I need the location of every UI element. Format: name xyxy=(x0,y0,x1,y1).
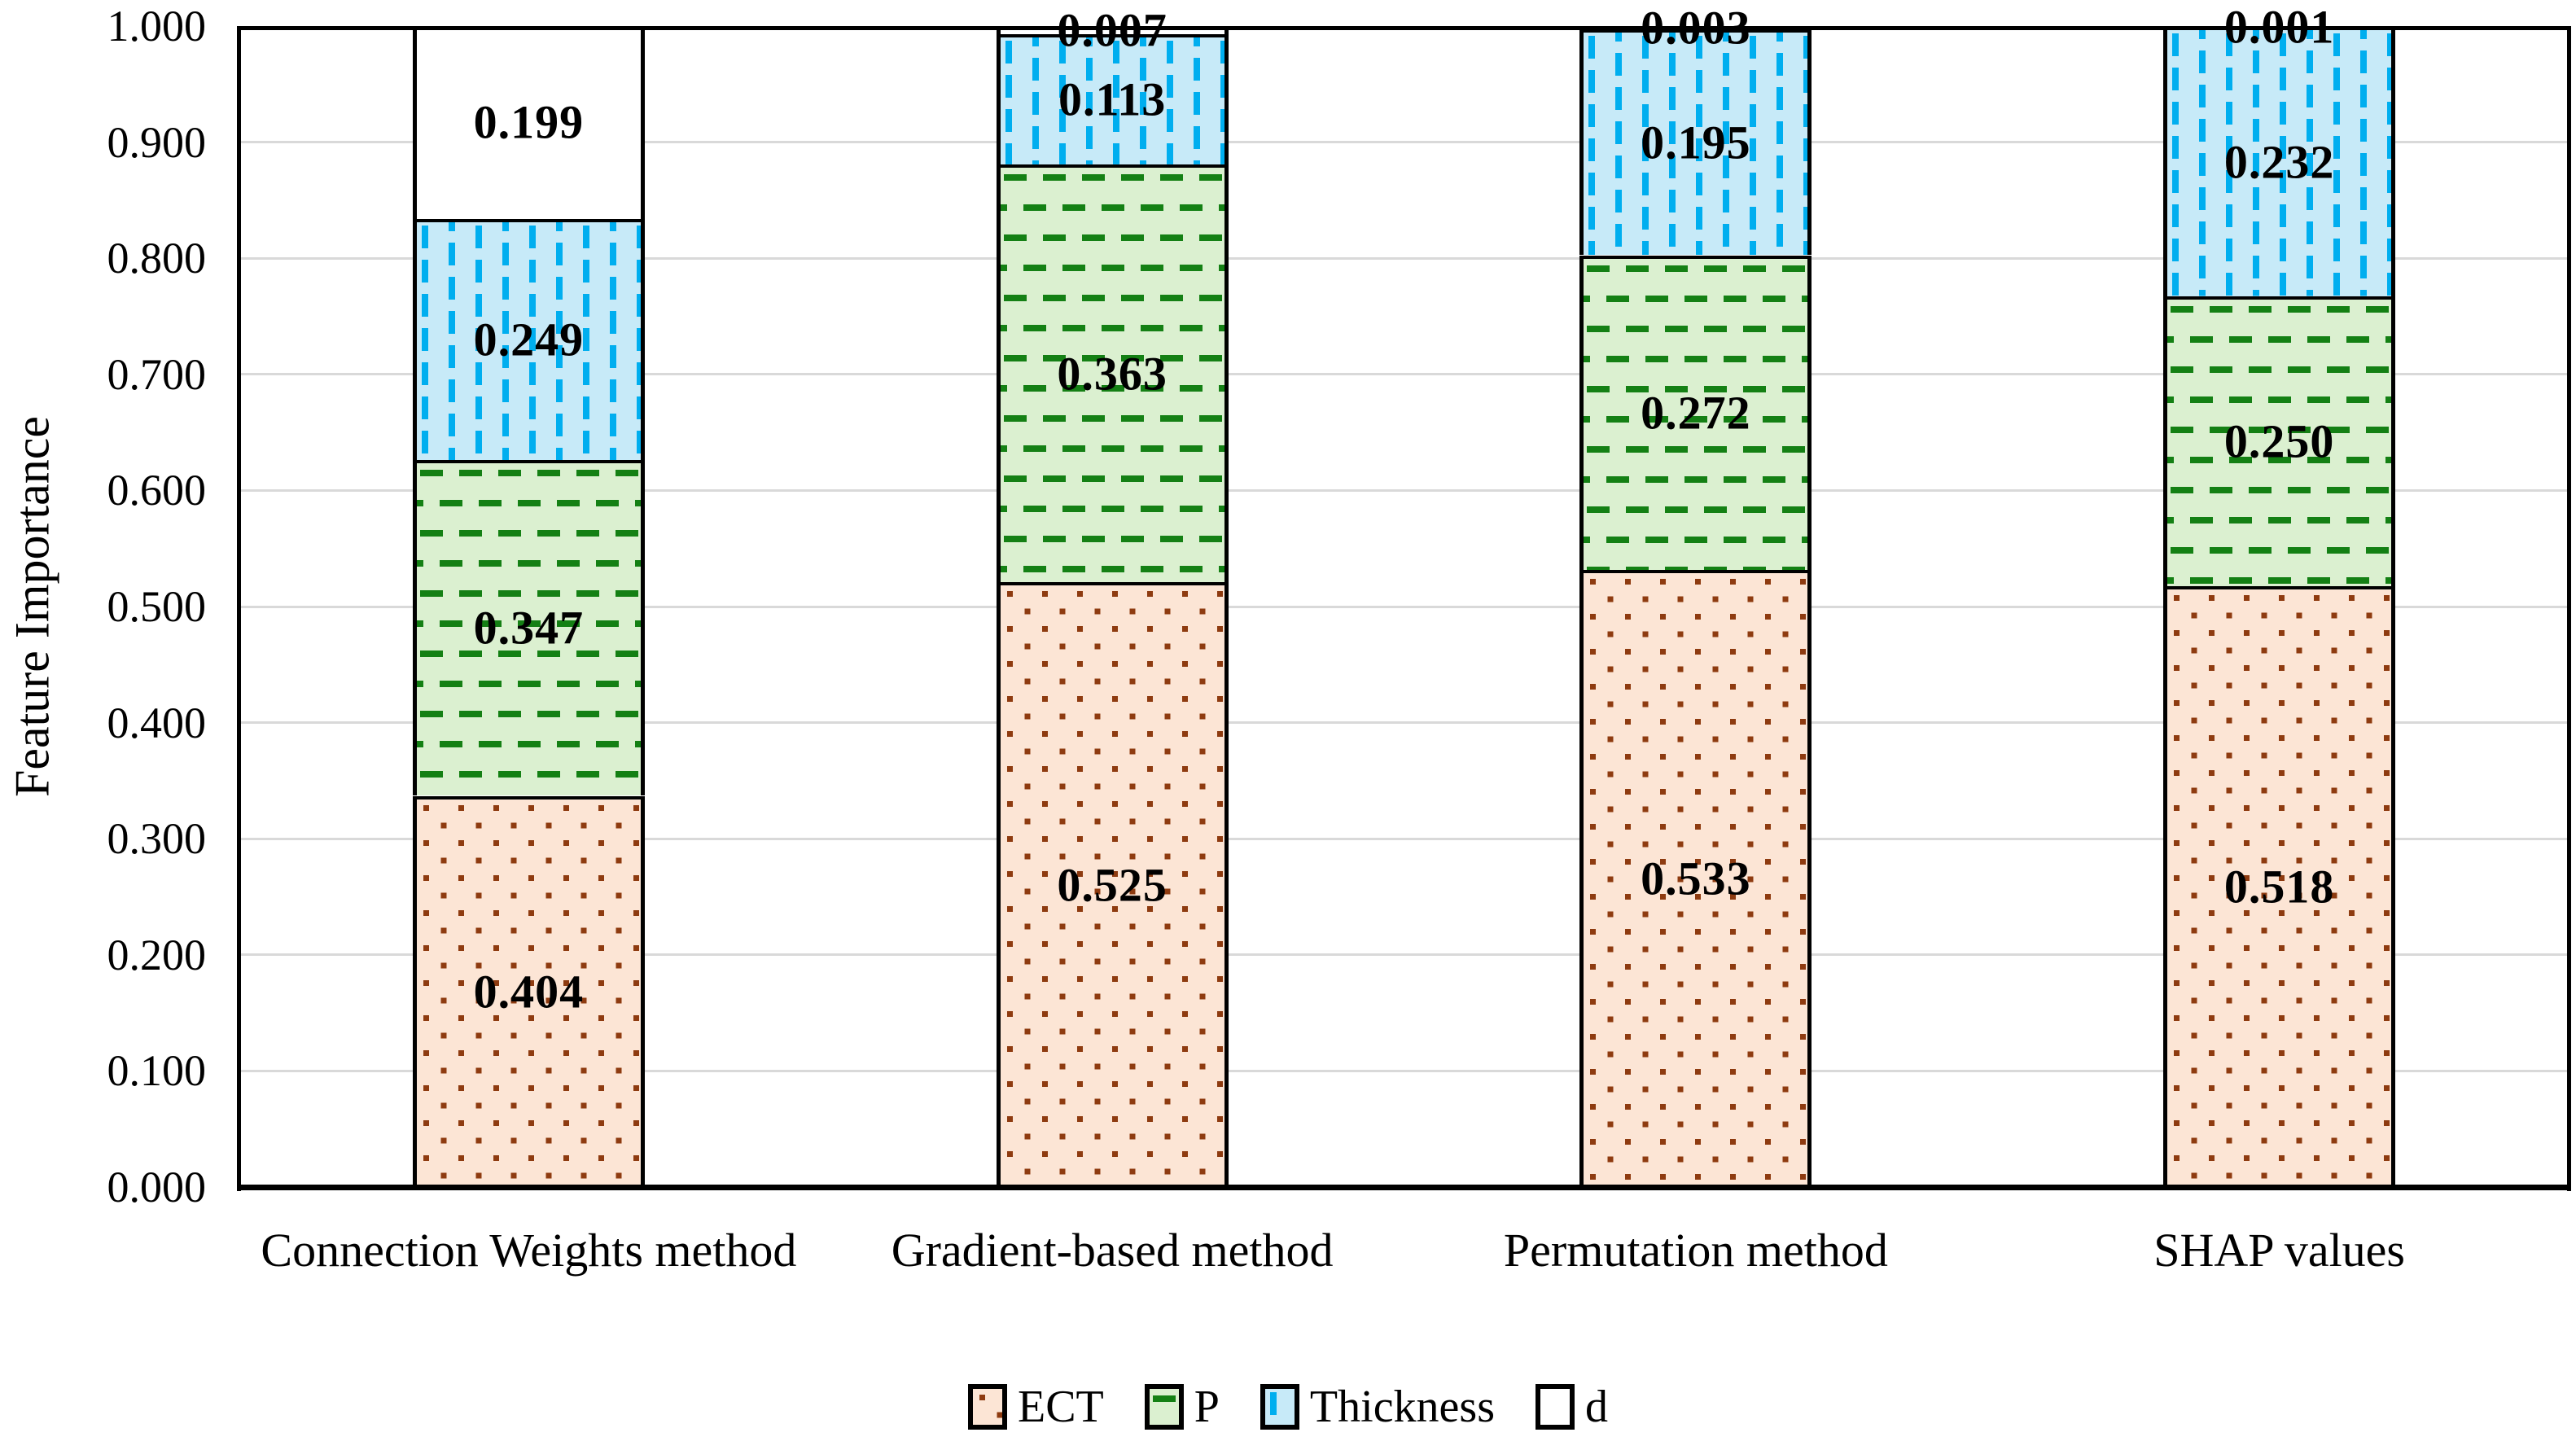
value-label-thickness-shap-values: 0.232 xyxy=(2223,135,2335,189)
y-tick-label: 0.500 xyxy=(107,582,207,631)
value-label-thickness-permutation-method: 0.195 xyxy=(1641,116,1751,169)
value-label-thickness-connection-weights-method: 0.249 xyxy=(473,313,585,366)
legend-swatch-ect xyxy=(968,1384,1007,1430)
legend-item-thickness: Thickness xyxy=(1260,1384,1495,1430)
axis-left xyxy=(237,26,241,1191)
value-label-d-shap-values: 0.001 xyxy=(2223,0,2335,54)
gridline xyxy=(237,605,2571,608)
y-tick-label: 0.100 xyxy=(107,1046,207,1096)
legend-swatch-p xyxy=(1144,1384,1184,1430)
plot-border-top xyxy=(237,26,2571,30)
x-tick-label: SHAP values xyxy=(2153,1224,2405,1277)
y-tick-label: 0.600 xyxy=(107,466,207,515)
gridline xyxy=(237,837,2571,840)
value-label-ect-gradient-based-method: 0.525 xyxy=(1057,858,1168,912)
gridline xyxy=(237,373,2571,376)
value-label-p-gradient-based-method: 0.363 xyxy=(1057,347,1168,400)
bar-segment-p-gradient-based-method xyxy=(996,164,1229,583)
bar-segment-thickness-gradient-based-method xyxy=(996,33,1229,164)
bar-segment-thickness-permutation-method xyxy=(1579,29,1812,256)
gridline xyxy=(237,721,2571,725)
bar-segment-p-permutation-method xyxy=(1579,255,1812,571)
value-label-p-connection-weights-method: 0.347 xyxy=(473,601,585,655)
bar-segment-ect-connection-weights-method xyxy=(412,795,645,1187)
gridline xyxy=(237,488,2571,492)
legend-item-ect: ECT xyxy=(968,1384,1104,1430)
bar-segment-thickness-shap-values xyxy=(2163,27,2396,296)
value-label-d-permutation-method: 0.003 xyxy=(1641,1,1751,55)
bar-segment-ect-shap-values xyxy=(2163,586,2396,1187)
y-tick-label: 0.700 xyxy=(107,349,207,399)
gridline xyxy=(237,1069,2571,1072)
bar-segment-p-connection-weights-method xyxy=(412,459,645,796)
x-tick-label: Permutation method xyxy=(1503,1224,1888,1277)
plot-border-right xyxy=(2567,26,2571,1191)
gridline xyxy=(237,953,2571,957)
legend: ECT P Thickness d xyxy=(0,1384,2576,1430)
legend-swatch-d xyxy=(1535,1384,1575,1430)
y-tick-label: 0.300 xyxy=(107,814,207,864)
value-label-thickness-gradient-based-method: 0.113 xyxy=(1058,72,1167,126)
x-tick-label: Connection Weights method xyxy=(261,1224,797,1277)
legend-label-d: d xyxy=(1584,1382,1608,1432)
y-tick-label: 0.800 xyxy=(107,234,207,283)
legend-swatch-thickness xyxy=(1260,1384,1299,1430)
legend-label-thickness: Thickness xyxy=(1309,1382,1495,1432)
bar-segment-ect-permutation-method xyxy=(1579,570,1812,1187)
value-label-ect-shap-values: 0.518 xyxy=(2223,860,2335,913)
value-label-ect-permutation-method: 0.533 xyxy=(1641,852,1751,905)
value-label-d-connection-weights-method: 0.199 xyxy=(473,95,585,149)
legend-label-ect: ECT xyxy=(1018,1382,1104,1432)
axis-bottom xyxy=(237,1185,2571,1190)
value-label-d-gradient-based-method: 0.007 xyxy=(1057,3,1168,57)
y-tick-label: 1.000 xyxy=(107,2,207,50)
y-tick-label: 0.200 xyxy=(107,930,207,979)
y-tick-label: 0.400 xyxy=(107,698,207,747)
bar-segment-thickness-connection-weights-method xyxy=(412,218,645,460)
gridline xyxy=(237,141,2571,144)
value-label-p-permutation-method: 0.272 xyxy=(1641,386,1751,440)
legend-label-p: P xyxy=(1194,1382,1220,1432)
value-label-ect-connection-weights-method: 0.404 xyxy=(473,965,585,1019)
y-tick-label: 0.900 xyxy=(107,117,207,167)
legend-item-p: P xyxy=(1144,1382,1220,1432)
y-tick-label: 0.000 xyxy=(107,1163,207,1211)
gridline xyxy=(237,256,2571,260)
bar-segment-p-shap-values xyxy=(2163,296,2396,586)
legend-item-d: d xyxy=(1535,1382,1608,1432)
bar-segment-ect-gradient-based-method xyxy=(996,582,1229,1187)
x-tick-label: Gradient-based method xyxy=(891,1224,1334,1277)
value-label-p-shap-values: 0.250 xyxy=(2223,414,2335,468)
